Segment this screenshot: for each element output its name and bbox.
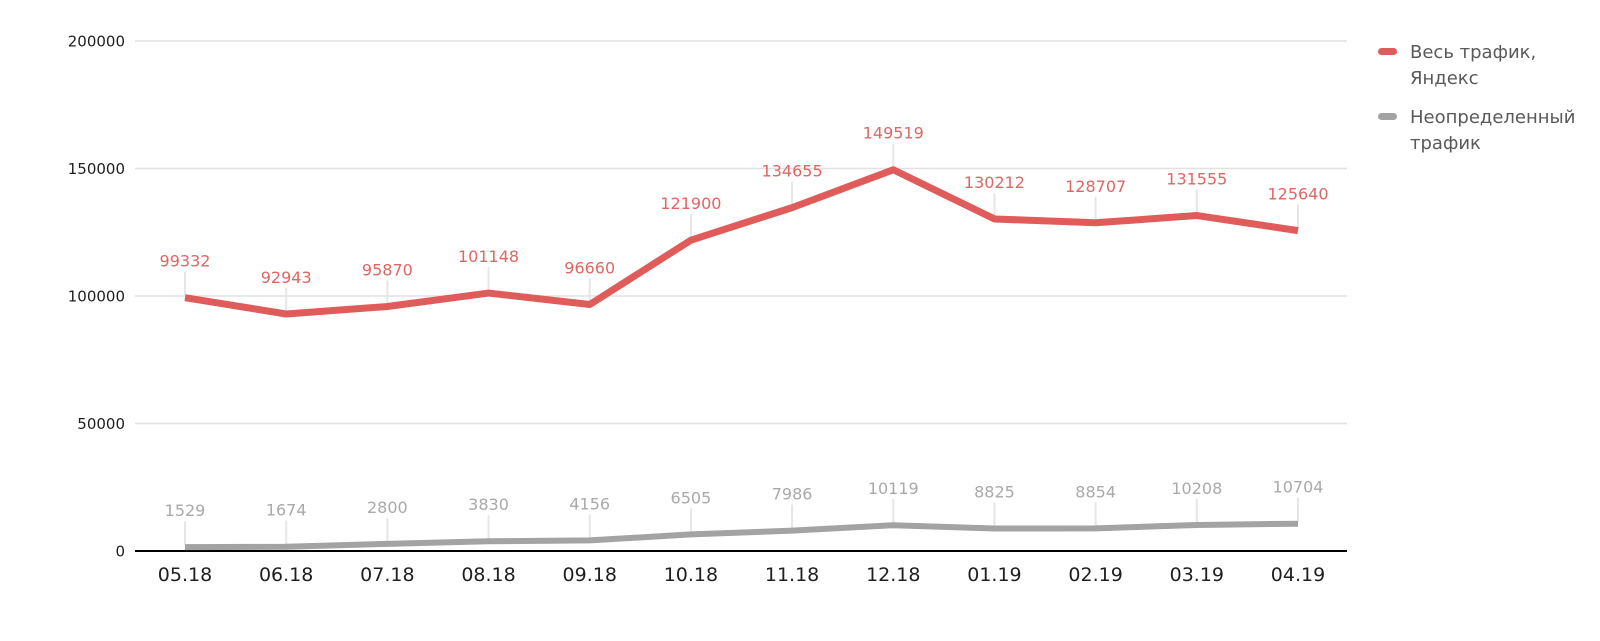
data-point-label: 3830 bbox=[468, 495, 509, 514]
legend-label: Неопределенный трафик bbox=[1410, 107, 1576, 154]
x-axis-tick-label: 01.19 bbox=[967, 564, 1021, 586]
legend-marker-icon bbox=[1378, 48, 1397, 55]
data-point-label: 7986 bbox=[772, 485, 813, 504]
data-point-label: 6505 bbox=[671, 488, 712, 507]
y-axis-tick-label: 200000 bbox=[68, 33, 125, 51]
data-point-label: 10119 bbox=[868, 479, 919, 498]
data-point-label: 130212 bbox=[964, 173, 1025, 192]
y-axis-tick-label: 0 bbox=[115, 543, 125, 561]
x-axis-tick-label: 05.18 bbox=[158, 564, 212, 586]
data-point-label: 92943 bbox=[261, 268, 312, 287]
data-point-label: 4156 bbox=[569, 494, 610, 513]
data-point-label: 99332 bbox=[160, 252, 211, 271]
data-point-label: 131555 bbox=[1166, 170, 1227, 189]
data-point-label: 95870 bbox=[362, 261, 413, 280]
series-line-1 bbox=[184, 520, 1299, 551]
x-axis-tick-label: 09.18 bbox=[563, 564, 617, 586]
y-axis-tick-label: 100000 bbox=[68, 288, 125, 306]
legend-label: Весь трафик, Яндекс bbox=[1410, 42, 1537, 89]
data-point-label: 8854 bbox=[1075, 482, 1116, 501]
data-point-label: 1529 bbox=[165, 501, 206, 520]
data-point-label: 10704 bbox=[1273, 478, 1324, 497]
x-axis-tick-label: 12.18 bbox=[866, 564, 920, 586]
x-axis-tick-label: 08.18 bbox=[461, 564, 515, 586]
data-point-label: 10208 bbox=[1171, 479, 1222, 498]
data-point-label: 125640 bbox=[1267, 185, 1328, 204]
data-point-label: 134655 bbox=[762, 162, 823, 181]
data-point-label: 8825 bbox=[974, 482, 1015, 501]
x-axis-tick-label: 07.18 bbox=[360, 564, 414, 586]
series-line-0 bbox=[184, 166, 1299, 318]
data-point-label: 101148 bbox=[458, 247, 519, 266]
y-axis-tick-label: 50000 bbox=[77, 415, 125, 433]
x-axis-tick-label: 04.19 bbox=[1271, 564, 1325, 586]
data-point-label: 2800 bbox=[367, 498, 408, 517]
data-point-label: 128707 bbox=[1065, 177, 1126, 196]
x-axis-tick-label: 11.18 bbox=[765, 564, 819, 586]
legend-item-yandex-traffic[interactable]: Весь трафик, Яндекс bbox=[1378, 40, 1568, 92]
x-axis-tick-label: 10.18 bbox=[664, 564, 718, 586]
data-point-label: 149519 bbox=[863, 124, 924, 143]
x-axis-tick-label: 02.19 bbox=[1068, 564, 1122, 586]
legend-item-undefined-traffic[interactable]: Неопределенный трафик bbox=[1378, 105, 1576, 157]
data-point-label: 1674 bbox=[266, 501, 307, 520]
y-axis-tick-label: 150000 bbox=[68, 160, 125, 178]
x-axis-tick-label: 03.19 bbox=[1170, 564, 1224, 586]
x-axis-tick-label: 06.18 bbox=[259, 564, 313, 586]
data-point-label: 121900 bbox=[660, 194, 721, 213]
legend: Весь трафик, Яндекс Неопределенный трафи… bbox=[1378, 40, 1576, 157]
data-point-label: 96660 bbox=[564, 259, 615, 278]
legend-marker-icon bbox=[1378, 113, 1397, 120]
